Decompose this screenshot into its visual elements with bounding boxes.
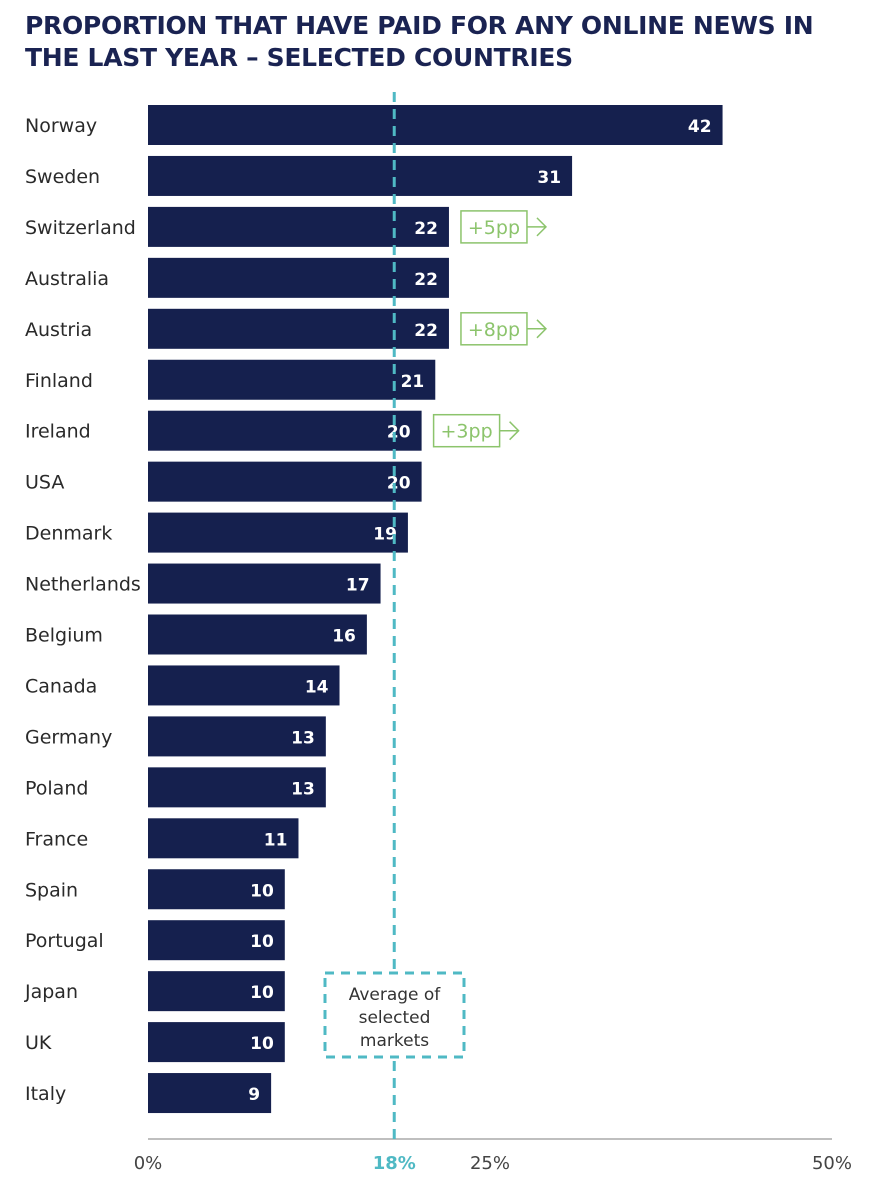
category-label: Ireland <box>25 421 91 443</box>
bar <box>148 665 340 706</box>
bar <box>148 920 285 961</box>
category-label: Germany <box>25 726 112 748</box>
bar <box>148 512 408 553</box>
bar <box>148 767 326 808</box>
category-label: UK <box>25 1032 52 1054</box>
category-label: Switzerland <box>25 217 136 239</box>
value-label: 14 <box>305 677 329 697</box>
category-label: Italy <box>25 1083 66 1105</box>
value-label: 10 <box>250 881 274 901</box>
value-label: 22 <box>414 321 438 341</box>
value-label: 9 <box>248 1085 260 1105</box>
category-label: Canada <box>25 675 97 697</box>
average-note-text: selected <box>359 1008 431 1028</box>
bar <box>148 105 723 145</box>
category-label: Netherlands <box>25 574 141 596</box>
change-annotation-text: +3pp <box>441 421 493 443</box>
category-label: Sweden <box>25 166 100 188</box>
change-annotation-text: +5pp <box>468 217 520 239</box>
chart-title: PROPORTION THAT HAVE PAID FOR ANY ONLINE… <box>25 11 814 72</box>
category-label: USA <box>25 472 64 494</box>
bar <box>148 308 449 349</box>
arrow-right-icon <box>526 217 548 237</box>
category-label: France <box>25 828 88 850</box>
value-label: 13 <box>291 728 315 748</box>
value-label: 21 <box>401 372 425 392</box>
category-label: Belgium <box>25 625 103 647</box>
bar <box>148 410 422 451</box>
value-label: 42 <box>688 117 712 137</box>
average-note-text: markets <box>360 1031 429 1051</box>
change-annotation-text: +8pp <box>468 319 520 341</box>
value-label: 22 <box>414 219 438 239</box>
value-label: 10 <box>250 983 274 1003</box>
category-label: Norway <box>25 115 97 137</box>
value-label: 17 <box>346 576 370 596</box>
value-label: 19 <box>373 525 397 545</box>
change-annotation-box <box>460 210 528 244</box>
value-label: 31 <box>537 168 561 188</box>
category-label: Finland <box>25 370 93 392</box>
bar <box>148 257 449 298</box>
arrow-right-icon <box>499 421 520 441</box>
value-label: 10 <box>250 1034 274 1054</box>
category-label: Spain <box>25 879 78 901</box>
category-label: Portugal <box>25 930 104 952</box>
value-label: 13 <box>291 779 315 799</box>
change-annotation-box <box>432 413 501 448</box>
bar <box>148 563 381 604</box>
category-label: Austria <box>25 319 92 341</box>
average-tick-label: 18% <box>373 1153 416 1174</box>
value-label: 20 <box>387 423 411 443</box>
change-annotation-box <box>460 312 528 346</box>
value-label: 11 <box>264 830 288 850</box>
category-label: Australia <box>25 268 109 290</box>
x-tick-label: 0% <box>134 1153 163 1174</box>
x-tick-label: 25% <box>470 1153 510 1174</box>
category-label: Poland <box>25 777 88 799</box>
bar <box>148 716 326 757</box>
category-label: Japan <box>24 981 78 1003</box>
x-tick-label: 50% <box>812 1153 852 1174</box>
bar <box>148 1073 272 1114</box>
bar <box>148 971 285 1012</box>
value-label: 10 <box>250 932 274 952</box>
bar <box>148 818 299 859</box>
arrow-right-icon <box>526 319 548 339</box>
bar <box>148 1022 285 1063</box>
bar <box>148 359 436 400</box>
bar <box>148 614 367 655</box>
bar <box>148 206 449 247</box>
bar <box>148 461 422 502</box>
average-note-text: Average of <box>349 985 442 1005</box>
bar <box>148 869 285 910</box>
average-note-box <box>323 971 466 1059</box>
value-label: 16 <box>332 627 356 647</box>
bar <box>148 155 573 196</box>
value-label: 22 <box>414 270 438 290</box>
value-label: 20 <box>387 474 411 494</box>
category-label: Denmark <box>25 523 112 545</box>
